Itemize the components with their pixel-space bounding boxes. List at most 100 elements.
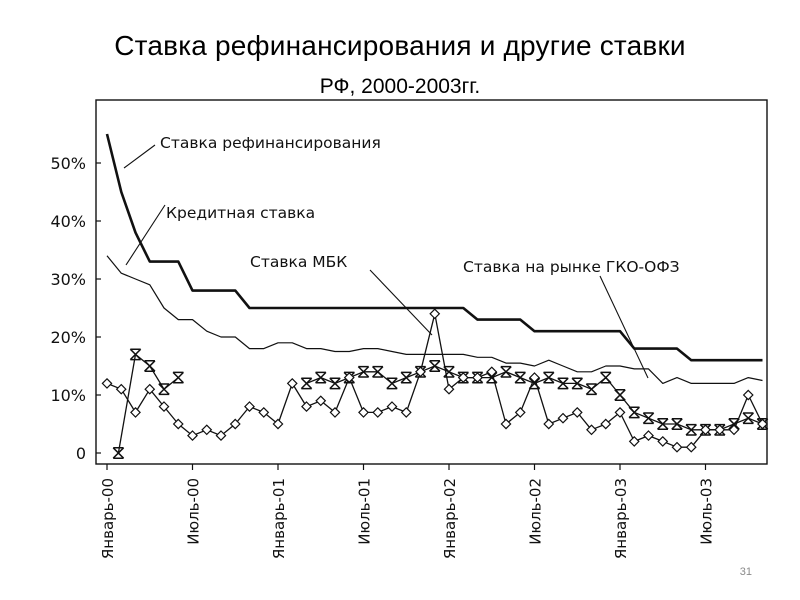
data-point-gko-ofz xyxy=(144,383,156,395)
x-tick-label-jan-02: Январь-02 xyxy=(441,478,459,559)
data-point-gko-ofz xyxy=(671,441,683,453)
y-tick-label-20: 20% xyxy=(50,328,86,347)
data-point-mbk xyxy=(172,371,184,384)
data-point-gko-ofz xyxy=(628,435,640,447)
data-point-gko-ofz xyxy=(115,383,127,395)
data-point-gko-ofz xyxy=(714,424,726,436)
data-point-gko-ofz xyxy=(315,395,327,407)
x-tick-label-jan-03: Январь-03 xyxy=(612,478,630,559)
data-point-mbk xyxy=(158,383,170,396)
data-point-mbk xyxy=(372,365,384,378)
data-point-mbk xyxy=(443,365,455,378)
data-point-mbk xyxy=(386,377,398,390)
leader-refinancing-rate xyxy=(123,144,156,169)
x-tick-label-jul-00: Июль-00 xyxy=(185,478,203,545)
data-point-mbk xyxy=(671,418,683,430)
data-point-gko-ofz xyxy=(229,418,241,430)
data-point-gko-ofz xyxy=(571,406,583,418)
data-point-gko-ofz xyxy=(457,372,469,384)
data-point-gko-ofz xyxy=(529,372,540,384)
data-point-mbk xyxy=(357,365,370,378)
data-point-gko-ofz xyxy=(244,401,255,413)
data-point-gko-ofz xyxy=(742,389,754,401)
data-point-gko-ofz xyxy=(101,377,113,389)
data-point-gko-ofz xyxy=(557,412,569,424)
data-point-gko-ofz xyxy=(685,441,697,453)
y-tick-label-10: 10% xyxy=(50,386,86,405)
data-point-mbk xyxy=(642,412,655,425)
annotation-refinancing-rate: Ставка рефинансирования xyxy=(160,134,381,152)
data-point-gko-ofz xyxy=(700,424,711,436)
data-point-gko-ofz xyxy=(657,435,669,447)
series-line-mbk-rate-0 xyxy=(117,353,179,454)
plot-frame xyxy=(95,99,768,465)
data-point-mbk xyxy=(400,371,412,384)
data-point-gko-ofz xyxy=(472,372,483,384)
data-point-gko-ofz xyxy=(301,401,312,413)
data-point-gko-ofz xyxy=(429,308,441,320)
x-tick-label-jan-00: Январь-00 xyxy=(99,478,117,559)
data-point-gko-ofz xyxy=(258,406,270,418)
data-point-gko-ofz xyxy=(372,406,384,418)
data-point-mbk xyxy=(429,360,441,372)
slide-number: 31 xyxy=(739,566,752,578)
data-point-gko-ofz xyxy=(600,418,612,430)
data-point-mbk xyxy=(315,371,327,384)
data-point-gko-ofz xyxy=(130,406,141,418)
series-line-credit-rate-0 xyxy=(106,255,763,384)
annotation-mbk-rate: Ставка МБК xyxy=(250,253,347,271)
data-point-mbk xyxy=(557,377,569,390)
data-point-mbk xyxy=(500,365,512,378)
data-point-mbk xyxy=(742,412,754,425)
data-point-mbk xyxy=(600,371,612,384)
data-point-gko-ofz xyxy=(329,406,341,418)
data-point-gko-ofz xyxy=(757,418,768,430)
x-tick-label-jul-01: Июль-01 xyxy=(356,478,374,545)
data-point-gko-ofz xyxy=(728,424,740,436)
y-tick-label-40: 40% xyxy=(50,212,86,231)
data-point-mbk xyxy=(514,371,526,384)
data-point-gko-ofz xyxy=(187,430,198,442)
data-point-mbk xyxy=(129,348,142,361)
data-point-gko-ofz xyxy=(400,406,412,418)
data-point-gko-ofz xyxy=(386,401,398,413)
data-point-mbk xyxy=(144,360,156,372)
series-gko-ofz-rate xyxy=(101,308,768,453)
y-tick-label-50: 50% xyxy=(50,154,86,173)
x-tick-label-jul-02: Июль-02 xyxy=(527,478,545,545)
data-point-mbk xyxy=(628,406,640,419)
leader-credit-rate xyxy=(125,204,166,266)
data-point-mbk xyxy=(585,383,598,396)
data-point-gko-ofz xyxy=(415,366,426,378)
data-point-gko-ofz xyxy=(286,377,298,389)
leader-mbk-rate xyxy=(369,269,433,336)
data-point-mbk xyxy=(528,377,541,390)
annotation-credit-rate: Кредитная ставка xyxy=(166,204,315,222)
data-point-gko-ofz xyxy=(172,418,184,430)
leader-gko-ofz-rate xyxy=(599,275,649,379)
series-annotations: Ставка рефинансирования Кредитная ставка… xyxy=(160,134,680,276)
data-point-mbk xyxy=(300,377,313,390)
x-axis: Январь-00 Июль-00 Январь-01 Июль-01 Янва… xyxy=(99,464,716,559)
y-tick-label-30: 30% xyxy=(50,270,86,289)
data-point-gko-ofz xyxy=(500,418,512,430)
y-axis: 0 10% 20% 30% 40% 50% xyxy=(50,154,101,463)
data-point-gko-ofz xyxy=(201,424,213,436)
data-point-gko-ofz xyxy=(443,383,455,395)
series-mbk-rate xyxy=(112,348,769,459)
data-point-gko-ofz xyxy=(514,406,526,418)
data-point-mbk xyxy=(728,418,740,430)
data-point-gko-ofz xyxy=(543,418,555,430)
data-point-gko-ofz xyxy=(158,401,170,413)
data-point-gko-ofz xyxy=(272,418,284,430)
data-point-mbk xyxy=(112,447,125,459)
series-refinancing-rate xyxy=(105,133,763,362)
series-line-refinancing-rate-0 xyxy=(105,133,763,362)
data-point-mbk xyxy=(571,377,583,390)
data-point-mbk xyxy=(486,371,498,384)
data-point-mbk xyxy=(657,418,669,430)
data-point-gko-ofz xyxy=(215,430,227,442)
data-point-gko-ofz xyxy=(643,430,654,442)
data-point-mbk xyxy=(614,389,626,401)
